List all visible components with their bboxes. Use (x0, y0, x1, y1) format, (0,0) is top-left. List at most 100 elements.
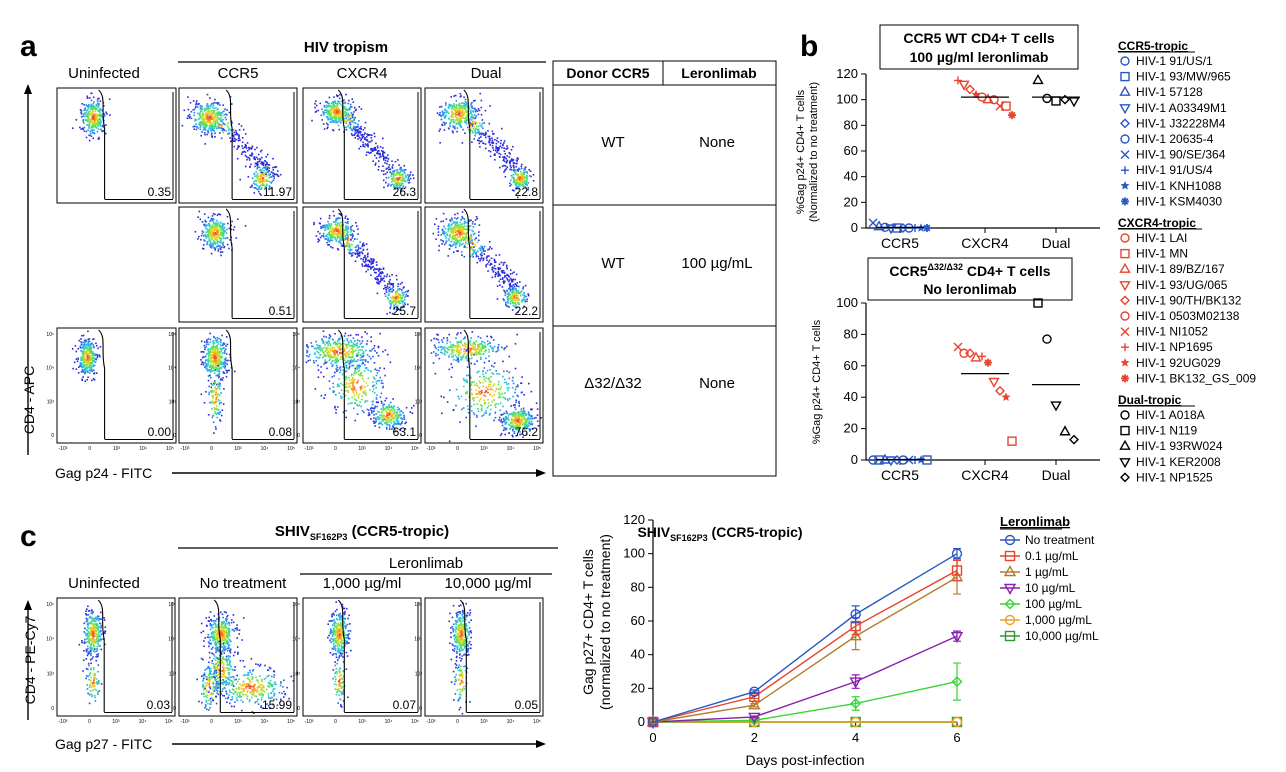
event-dot (253, 156, 256, 158)
event-dot (211, 132, 213, 135)
event-dot (461, 254, 463, 256)
event-dot (91, 116, 94, 119)
event-dot (365, 136, 368, 138)
event-dot (220, 248, 222, 251)
event-dot (435, 218, 438, 220)
event-dot (210, 252, 213, 255)
event-dot (262, 162, 265, 164)
event-dot (524, 168, 526, 171)
event-dot (349, 127, 351, 129)
event-dot (381, 279, 384, 281)
event-dot (331, 110, 334, 113)
event-dot (99, 113, 101, 116)
event-dot (458, 102, 461, 105)
event-dot (203, 239, 205, 241)
event-dot (217, 353, 220, 356)
event-dot (331, 347, 333, 350)
event-dot (454, 213, 456, 216)
event-dot (261, 181, 264, 184)
event-dot (404, 290, 407, 293)
event-dot (503, 282, 505, 285)
event-dot (406, 179, 409, 182)
event-dot (376, 147, 379, 149)
event-dot (343, 99, 345, 101)
event-dot (347, 119, 349, 121)
event-dot (356, 244, 358, 247)
event-dot (393, 297, 395, 300)
event-dot (197, 238, 199, 240)
event-dot (266, 153, 269, 156)
event-dot (183, 109, 186, 112)
event-dot (339, 352, 341, 354)
event-dot (227, 132, 229, 135)
event-dot (349, 103, 352, 106)
event-dot (207, 349, 209, 351)
event-dot (358, 137, 361, 139)
event-dot (511, 292, 513, 295)
event-dot (202, 350, 204, 353)
event-dot (454, 243, 456, 246)
event-dot (80, 359, 82, 361)
event-dot (78, 339, 81, 342)
event-dot (518, 298, 520, 300)
event-dot (478, 131, 481, 133)
event-dot (491, 137, 493, 139)
event-dot (212, 102, 215, 105)
event-dot (523, 297, 525, 299)
event-dot (86, 95, 89, 98)
event-dot (324, 238, 326, 240)
event-dot (452, 131, 454, 134)
event-dot (354, 246, 356, 249)
event-dot (325, 341, 328, 343)
event-dot (461, 112, 464, 114)
event-dot (465, 104, 468, 106)
event-dot (213, 403, 215, 405)
event-dot (448, 107, 450, 109)
event-dot (472, 131, 474, 134)
event-dot (91, 124, 94, 127)
event-dot (355, 360, 358, 363)
event-dot (211, 401, 214, 404)
event-dot (497, 267, 500, 269)
event-dot (200, 121, 203, 124)
event-dot (87, 344, 89, 347)
event-dot (474, 99, 476, 102)
event-dot (194, 107, 197, 109)
event-dot (474, 128, 477, 130)
event-dot (476, 241, 479, 244)
event-dot (463, 255, 466, 258)
event-dot (489, 105, 491, 107)
event-dot (307, 345, 309, 348)
event-dot (211, 218, 213, 221)
event-dot (503, 147, 505, 149)
event-dot (346, 240, 349, 243)
event-dot (468, 220, 471, 222)
event-dot (454, 223, 457, 225)
event-dot (436, 112, 439, 114)
event-dot (328, 215, 331, 217)
event-dot (352, 337, 355, 339)
event-dot (350, 128, 353, 131)
event-dot (448, 244, 451, 246)
event-dot (337, 113, 340, 116)
event-dot (222, 224, 224, 226)
event-dot (221, 223, 224, 225)
event-dot (511, 280, 513, 283)
event-dot (323, 106, 326, 108)
event-dot (451, 217, 453, 220)
event-dot (219, 104, 221, 106)
event-dot (216, 241, 219, 243)
event-dot (458, 124, 461, 126)
event-dot (399, 168, 401, 170)
event-dot (379, 272, 381, 274)
event-dot (366, 332, 368, 335)
event-dot (275, 173, 278, 176)
event-dot (461, 243, 463, 246)
event-dot (216, 236, 218, 238)
event-dot (380, 275, 382, 278)
event-dot (230, 129, 233, 131)
event-dot (525, 295, 527, 298)
event-dot (213, 432, 215, 434)
event-dot (335, 226, 338, 229)
event-dot (347, 124, 349, 126)
